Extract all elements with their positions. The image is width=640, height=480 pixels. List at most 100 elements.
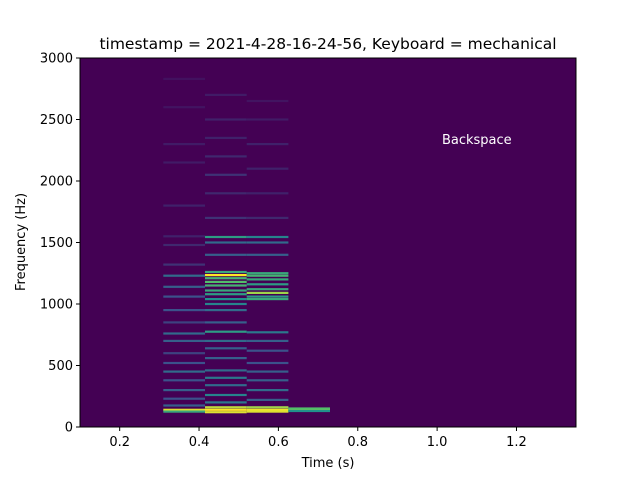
spectrogram-cell bbox=[205, 192, 247, 195]
spectrogram-cell bbox=[163, 332, 205, 335]
spectrogram-cell bbox=[205, 216, 247, 219]
spectrogram-cell bbox=[163, 397, 205, 400]
spectrogram-cell bbox=[205, 274, 247, 277]
spectrogram-cell bbox=[205, 118, 247, 121]
spectrogram-cell bbox=[205, 298, 247, 301]
spectrogram-cell bbox=[205, 401, 247, 404]
spectrogram-cell bbox=[246, 288, 289, 291]
spectrogram-cell bbox=[246, 283, 289, 286]
y-tick-label: 1000 bbox=[40, 298, 73, 313]
spectrogram-cell bbox=[163, 321, 205, 324]
spectrogram-cell bbox=[205, 406, 247, 409]
time-bin-3 bbox=[246, 99, 289, 413]
spectrogram-cell bbox=[246, 361, 289, 365]
spectrogram-cell bbox=[205, 136, 247, 139]
spectrogram-cell bbox=[246, 241, 289, 244]
y-tick-label: 500 bbox=[48, 359, 73, 374]
spectrogram-cell bbox=[163, 379, 205, 382]
spectrogram-cell bbox=[163, 106, 205, 109]
spectrogram-cell bbox=[288, 408, 330, 411]
spectrogram-cell bbox=[246, 339, 289, 342]
spectrogram-cell bbox=[163, 410, 205, 413]
spectrogram-cell bbox=[163, 309, 205, 312]
spectrogram-cell bbox=[205, 309, 247, 312]
annotation-label: Backspace bbox=[442, 133, 512, 148]
spectrogram-cell bbox=[163, 370, 205, 373]
y-tick-label: 2000 bbox=[40, 175, 73, 190]
spectrogram-cell bbox=[205, 280, 247, 283]
spectrogram-cell bbox=[205, 241, 247, 244]
spectrogram-cell bbox=[205, 408, 247, 411]
x-tick-label: 0.8 bbox=[347, 435, 368, 450]
spectrogram-cells bbox=[163, 77, 330, 414]
spectrogram-cell bbox=[205, 284, 247, 287]
spectrogram-cell bbox=[246, 406, 289, 409]
spectrogram-cell bbox=[246, 349, 289, 352]
spectrogram-cell bbox=[246, 216, 289, 219]
x-tick-label: 0.2 bbox=[109, 435, 130, 450]
spectrogram-cell bbox=[288, 409, 330, 413]
spectrogram-cell bbox=[246, 118, 289, 121]
spectrogram-cell bbox=[205, 293, 247, 296]
spectrogram-cell bbox=[205, 93, 247, 96]
spectrogram-cell bbox=[205, 376, 247, 379]
spectrogram-cell bbox=[205, 384, 247, 387]
spectrogram-cell bbox=[163, 204, 205, 207]
spectrogram-cell bbox=[246, 192, 289, 195]
spectrogram-cell bbox=[205, 253, 247, 256]
spectrogram-cell bbox=[205, 321, 247, 324]
plot-area bbox=[80, 58, 576, 427]
spectrogram-cell bbox=[163, 285, 205, 288]
spectrogram-cell bbox=[205, 393, 247, 397]
spectrogram-cell bbox=[163, 339, 205, 342]
y-axis-ticks: 0 500 1000 1500 2000 2500 3000 bbox=[40, 52, 80, 436]
spectrogram-cell bbox=[246, 291, 289, 294]
spectrogram-cell bbox=[205, 173, 247, 176]
spectrogram-cell bbox=[205, 369, 247, 372]
spectrogram-cell bbox=[163, 404, 205, 407]
spectrogram-cell bbox=[205, 155, 247, 158]
spectrogram-cell bbox=[246, 295, 289, 298]
spectrogram-cell bbox=[205, 277, 247, 280]
spectrogram-cell bbox=[205, 357, 247, 360]
spectrogram-cell bbox=[246, 331, 289, 334]
spectrogram-cell bbox=[205, 411, 247, 414]
spectrogram-cell bbox=[246, 274, 289, 277]
spectrogram-cell bbox=[163, 77, 205, 80]
y-tick-label: 2500 bbox=[40, 113, 73, 128]
spectrogram-cell bbox=[205, 235, 247, 239]
x-tick-label: 1.2 bbox=[506, 435, 527, 450]
spectrogram-cell bbox=[163, 235, 205, 238]
spectrogram-cell bbox=[246, 235, 289, 239]
spectrogram-cell bbox=[246, 253, 289, 256]
spectrogram-cell bbox=[246, 143, 289, 146]
x-tick-label: 1.0 bbox=[427, 435, 448, 450]
spectrogram-cell bbox=[205, 347, 247, 350]
spectrogram-cell bbox=[163, 243, 205, 247]
spectrogram-cell bbox=[246, 278, 289, 281]
x-axis-ticks: 0.2 0.4 0.6 0.8 1.0 1.2 bbox=[109, 427, 527, 450]
chart-title: timestamp = 2021-4-28-16-24-56, Keyboard… bbox=[99, 35, 556, 53]
x-tick-label: 0.6 bbox=[268, 435, 289, 450]
spectrogram-cell bbox=[205, 330, 247, 333]
spectrogram-cell bbox=[163, 389, 205, 392]
spectrogram-cell bbox=[163, 361, 205, 365]
x-axis-label: Time (s) bbox=[301, 456, 355, 471]
spectrogram-cell bbox=[288, 407, 330, 410]
spectrogram-cell bbox=[163, 274, 205, 277]
spectrogram-cell bbox=[246, 99, 289, 103]
time-bin-4 bbox=[288, 407, 330, 413]
spectrogram-cell bbox=[163, 161, 205, 164]
spectrogram-cell bbox=[163, 263, 205, 266]
y-axis-label: Frequency (Hz) bbox=[14, 193, 29, 291]
y-tick-label: 1500 bbox=[40, 236, 73, 251]
spectrogram-cell bbox=[246, 298, 289, 301]
x-tick-label: 0.4 bbox=[189, 435, 210, 450]
spectrogram-cell bbox=[163, 408, 205, 411]
time-bin-1 bbox=[163, 77, 205, 413]
spectrogram-cell bbox=[163, 143, 205, 146]
spectrogram-cell bbox=[205, 339, 247, 342]
spectrogram-cell bbox=[246, 379, 289, 382]
spectrogram-cell bbox=[246, 389, 289, 392]
spectrogram-cell bbox=[163, 352, 205, 355]
